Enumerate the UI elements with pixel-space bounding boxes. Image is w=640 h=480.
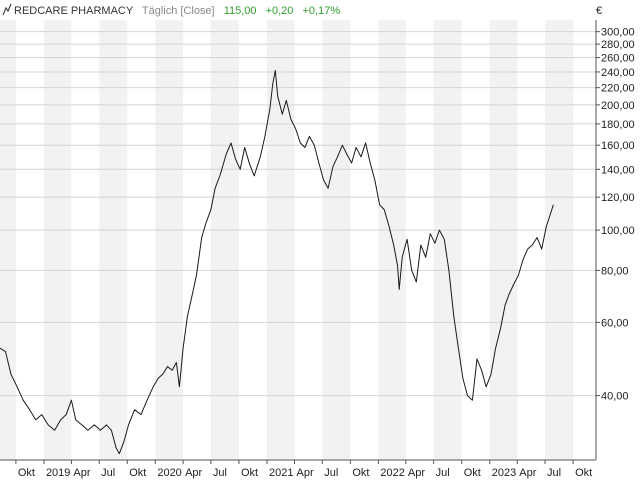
quarter-band bbox=[322, 20, 351, 460]
price-change: +0,20 bbox=[266, 5, 294, 17]
x-tick-label: Jul bbox=[547, 467, 561, 479]
gridlines bbox=[0, 31, 596, 397]
x-tick-label: 2022 bbox=[380, 467, 404, 479]
y-tick-label: 240,00 bbox=[601, 67, 635, 79]
x-tick-label: Okt bbox=[352, 467, 369, 479]
quarter-band bbox=[155, 20, 184, 460]
y-tick-label: 200,00 bbox=[601, 100, 635, 112]
y-tick-label: 60,00 bbox=[601, 317, 629, 329]
x-tick-label: Apr bbox=[296, 467, 313, 479]
last-price: 115,00 bbox=[224, 5, 257, 17]
x-tick-label: Jul bbox=[213, 467, 227, 479]
y-tick-label: 140,00 bbox=[601, 164, 635, 176]
price-line bbox=[0, 70, 554, 455]
y-tick-label: 120,00 bbox=[601, 192, 635, 204]
x-tick-label: 2019 bbox=[46, 467, 70, 479]
quarter-band bbox=[267, 20, 295, 460]
y-tick-label: 300,00 bbox=[601, 27, 635, 39]
price-line-layer bbox=[0, 70, 554, 455]
y-tick-label: 40,00 bbox=[601, 391, 629, 403]
y-tick-label: 280,00 bbox=[601, 39, 635, 51]
x-tick-label: Jul bbox=[436, 467, 450, 479]
x-tick-label: 2021 bbox=[269, 467, 293, 479]
interval-label: Täglich [Close] bbox=[142, 5, 215, 17]
header-background bbox=[0, 0, 336, 20]
quarter-band bbox=[545, 20, 574, 460]
x-tick-label: Apr bbox=[519, 467, 536, 479]
x-tick-label: Okt bbox=[464, 467, 481, 479]
quarter-band bbox=[210, 20, 239, 460]
header-text: REDCARE PHARMACY Täglich [Close] 115,00 … bbox=[14, 5, 340, 17]
quarter-band bbox=[0, 20, 16, 460]
x-tick-label: Jul bbox=[324, 467, 338, 479]
security-name: REDCARE PHARMACY bbox=[14, 5, 134, 17]
x-tick-label: Apr bbox=[185, 467, 202, 479]
x-tick-label: Okt bbox=[18, 467, 35, 479]
quarter-band bbox=[99, 20, 128, 460]
x-tick-label: Apr bbox=[73, 467, 90, 479]
quarter-band bbox=[43, 20, 72, 460]
quarter-band bbox=[489, 20, 518, 460]
background-bands bbox=[0, 20, 574, 460]
y-tick-label: 260,00 bbox=[601, 53, 635, 65]
x-tick-label: Okt bbox=[129, 467, 146, 479]
currency-label: € bbox=[596, 5, 602, 17]
x-tick-label: 2023 bbox=[492, 467, 516, 479]
x-tick-label: Jul bbox=[101, 467, 115, 479]
y-tick-label: 100,00 bbox=[601, 225, 635, 237]
chart-logo-icon bbox=[2, 3, 12, 16]
x-tick-label: Okt bbox=[575, 467, 592, 479]
price-change-percent: +0,17% bbox=[302, 5, 340, 17]
x-tick-label: 2020 bbox=[157, 467, 181, 479]
chart-header: REDCARE PHARMACY Täglich [Close] 115,00 … bbox=[0, 0, 340, 20]
y-tick-label: 180,00 bbox=[601, 119, 635, 131]
y-tick-label: 220,00 bbox=[601, 83, 635, 95]
y-tick-label: 160,00 bbox=[601, 140, 635, 152]
x-tick-label: Okt bbox=[241, 467, 258, 479]
quarter-band bbox=[433, 20, 462, 460]
y-tick-label: 80,00 bbox=[601, 265, 629, 277]
x-tick-label: Apr bbox=[408, 467, 425, 479]
x-axis-ticks: Okt 2019 Apr Jul Okt 2020 Apr Jul Okt 2021 Apr Jul O… bbox=[0, 459, 596, 479]
